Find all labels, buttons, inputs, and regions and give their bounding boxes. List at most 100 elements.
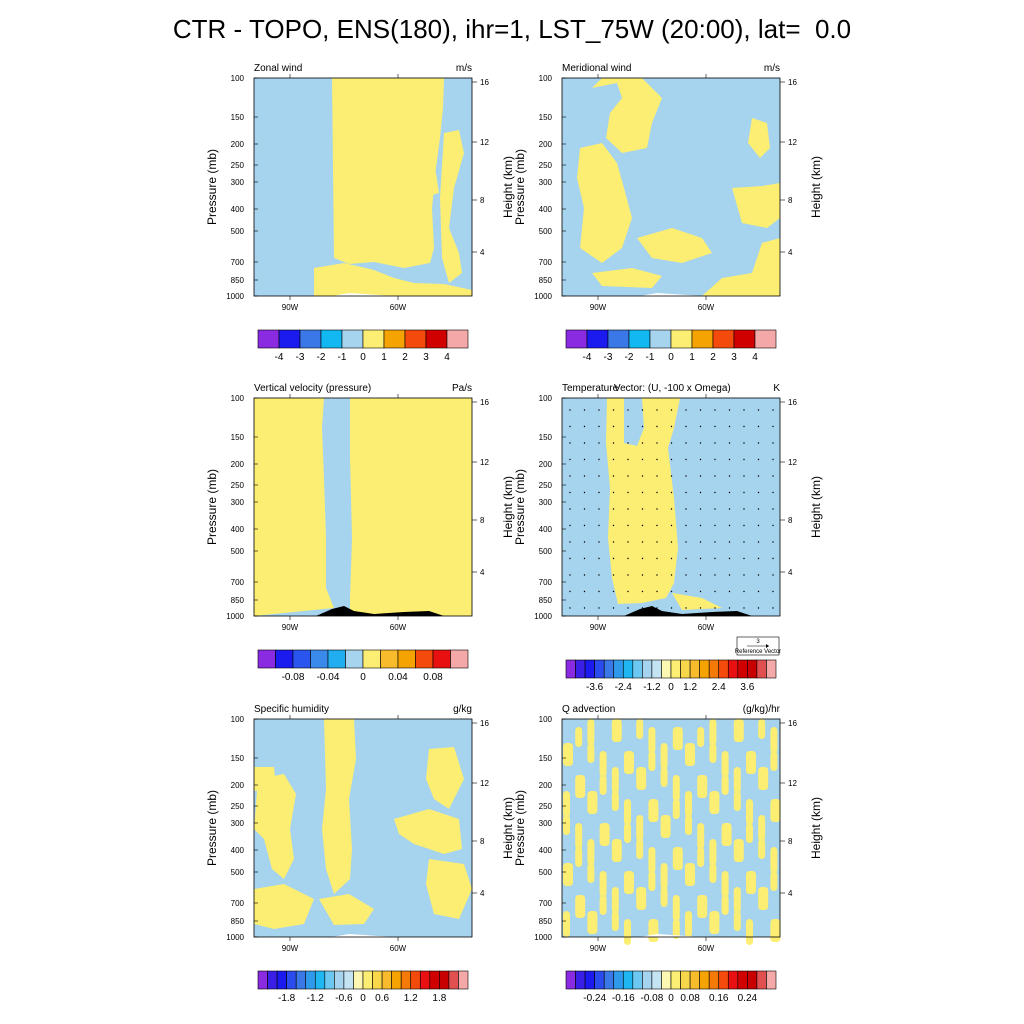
yellow-region bbox=[697, 847, 705, 867]
plot-frame bbox=[561, 718, 781, 938]
vector-arrow bbox=[641, 557, 644, 560]
colorbar-swatch bbox=[632, 659, 643, 679]
y-axis-label: Pressure (mb) bbox=[205, 149, 219, 225]
colorbar-swatch bbox=[754, 329, 777, 349]
y2-tick-label: 16 bbox=[480, 398, 489, 407]
yellow-region bbox=[733, 719, 744, 742]
yellow-region bbox=[770, 919, 781, 942]
yellow-region bbox=[577, 143, 632, 263]
colorbar-label: -1 bbox=[338, 352, 347, 363]
vector-arrow bbox=[714, 442, 716, 444]
colorbar-label: -3.6 bbox=[586, 682, 604, 693]
vector-arrow bbox=[569, 491, 571, 494]
vector-arrow bbox=[627, 590, 629, 593]
yellow-region bbox=[770, 751, 778, 771]
vector-arrow bbox=[699, 409, 702, 411]
yellow-region bbox=[636, 839, 644, 859]
yellow-region bbox=[587, 911, 598, 934]
yellow-region bbox=[599, 823, 610, 846]
colorbar-swatch bbox=[257, 329, 280, 349]
yellow-region bbox=[672, 775, 680, 801]
vector-arrow bbox=[728, 557, 731, 560]
y2-tick-label: 12 bbox=[788, 779, 797, 788]
vector-arrow bbox=[569, 590, 571, 593]
vector-arrow bbox=[627, 541, 629, 543]
vector-arrow bbox=[670, 442, 673, 444]
colorbar-swatch bbox=[670, 659, 681, 679]
y-tick-label: 100 bbox=[539, 394, 553, 403]
plot-area bbox=[561, 397, 781, 617]
vector-arrow bbox=[670, 607, 673, 609]
vector-arrow bbox=[757, 574, 760, 576]
vector-arrow bbox=[598, 557, 600, 560]
colorbar-label: -3 bbox=[296, 352, 305, 363]
zonal-wind-panel: Zonal wind m/s 100 150 200 250 300 400 500 700 850… bbox=[205, 63, 515, 363]
y2-tick-label: 4 bbox=[788, 248, 793, 257]
y-tick-label: 850 bbox=[539, 596, 553, 605]
colorbar-swatch bbox=[400, 970, 412, 990]
plot-frame bbox=[561, 397, 781, 617]
colorbar-label: -2.4 bbox=[615, 682, 633, 693]
colorbar-swatch bbox=[267, 970, 278, 990]
y-tick-label: 300 bbox=[539, 819, 553, 828]
colorbar: -0.08 -0.04 0 0.04 0.08 bbox=[257, 649, 469, 683]
vector-arrow bbox=[699, 491, 702, 494]
vector-arrow bbox=[743, 508, 745, 510]
colorbar-swatch bbox=[458, 970, 469, 990]
colorbar-swatch bbox=[680, 659, 691, 679]
yellow-region bbox=[599, 871, 607, 897]
yellow-region bbox=[685, 815, 692, 835]
vector-arrow bbox=[656, 491, 658, 494]
units-label: g/kg bbox=[453, 704, 472, 715]
y2-tick-label: 12 bbox=[788, 138, 797, 147]
colorbar-swatch bbox=[299, 329, 322, 349]
vector-arrow bbox=[583, 557, 586, 560]
vector-arrow bbox=[757, 425, 760, 428]
plot-area bbox=[561, 77, 781, 297]
colorbar-swatch bbox=[607, 329, 630, 349]
colorbar-label: 0 bbox=[668, 352, 674, 363]
vector-arrow bbox=[685, 475, 687, 477]
yellow-region bbox=[733, 791, 741, 811]
colorbar-swatch bbox=[446, 329, 469, 349]
reference-vector-value: 3 bbox=[756, 639, 760, 645]
colorbar-swatch bbox=[689, 970, 700, 990]
plot-background bbox=[562, 719, 780, 937]
vector-arrow bbox=[772, 475, 774, 477]
vector-arrow bbox=[627, 425, 629, 428]
colorbar-swatch bbox=[603, 659, 615, 679]
vector-arrow bbox=[772, 574, 774, 576]
colorbar-swatch bbox=[314, 970, 326, 990]
colorbar-swatch bbox=[448, 970, 459, 990]
vector-arrow bbox=[656, 590, 658, 593]
y-tick-label: 850 bbox=[231, 276, 245, 285]
yellow-region bbox=[709, 719, 717, 745]
yellow-region bbox=[648, 799, 659, 822]
colorbar-label: -1.2 bbox=[307, 993, 325, 1004]
colorbar-swatch bbox=[747, 970, 758, 990]
yellow-region bbox=[733, 767, 741, 793]
colorbar-swatch bbox=[286, 970, 297, 990]
yellow-region bbox=[563, 791, 570, 817]
y-tick-label: 150 bbox=[539, 113, 553, 122]
y-axis-label: Pressure (mb) bbox=[513, 790, 527, 866]
colorbar-label: -0.6 bbox=[335, 993, 353, 1004]
vector-arrow bbox=[728, 475, 731, 477]
colorbar-swatch bbox=[305, 970, 316, 990]
colorbar-swatch bbox=[584, 970, 595, 990]
yellow-region bbox=[672, 799, 680, 819]
y-tick-label: 150 bbox=[539, 754, 553, 763]
colorbar-swatch bbox=[320, 329, 343, 349]
colorbar-swatch bbox=[275, 649, 294, 669]
yellow-region bbox=[758, 767, 769, 790]
vector-arrow bbox=[714, 475, 716, 477]
colorbar-swatch bbox=[439, 970, 450, 990]
vector-arrow bbox=[670, 409, 673, 411]
colorbar-swatch bbox=[565, 659, 576, 679]
plot-area bbox=[253, 718, 473, 938]
yellow-region bbox=[770, 871, 778, 891]
vector-arrow bbox=[641, 508, 644, 510]
yellow-region bbox=[636, 767, 647, 790]
y-tick-label: 300 bbox=[539, 498, 553, 507]
